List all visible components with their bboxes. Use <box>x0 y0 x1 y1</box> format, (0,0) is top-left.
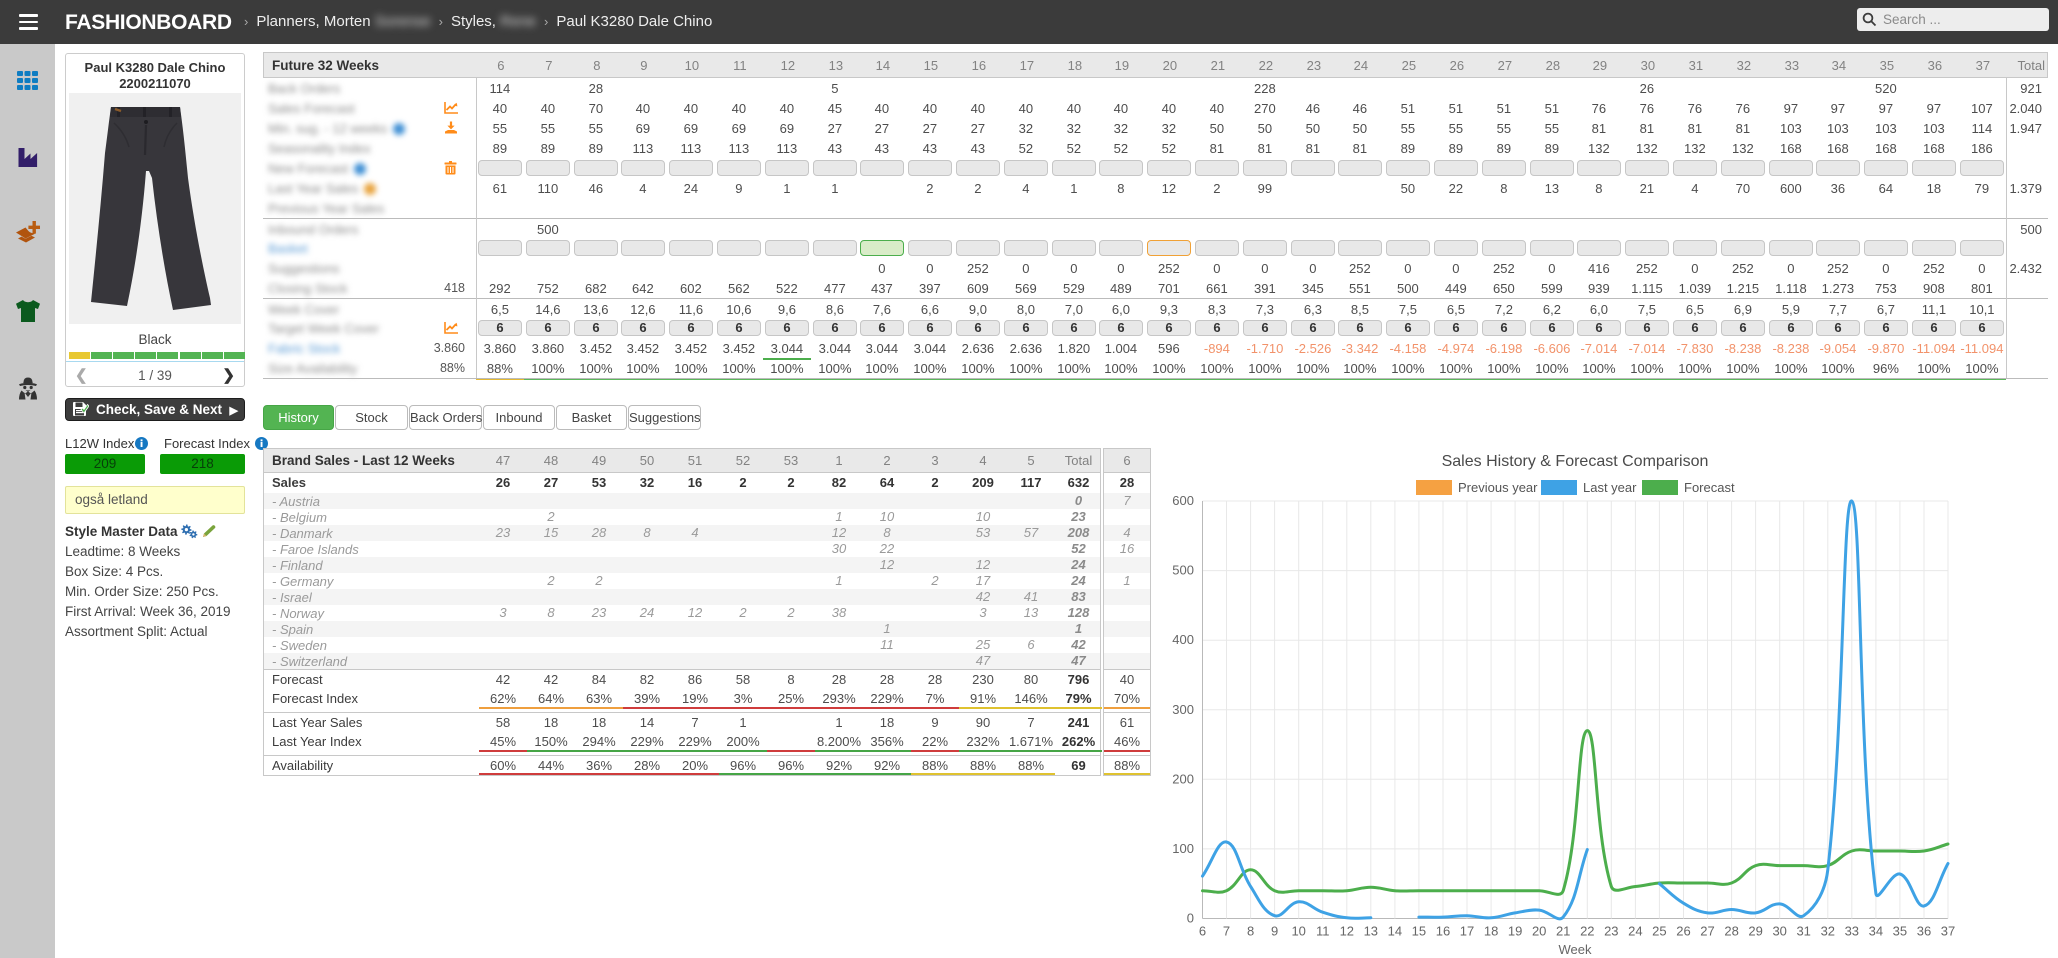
svg-text:22: 22 <box>1580 924 1594 939</box>
svg-text:18: 18 <box>1484 924 1498 939</box>
svg-text:11: 11 <box>1316 924 1330 939</box>
svg-text:19: 19 <box>1508 924 1522 939</box>
svg-text:500: 500 <box>1172 563 1194 578</box>
svg-text:200: 200 <box>1172 771 1194 786</box>
svg-text:36: 36 <box>1917 924 1931 939</box>
svg-text:31: 31 <box>1796 924 1810 939</box>
svg-text:6: 6 <box>1199 924 1206 939</box>
svg-text:300: 300 <box>1172 702 1194 717</box>
svg-text:10: 10 <box>1291 924 1305 939</box>
svg-text:27: 27 <box>1700 924 1714 939</box>
svg-text:15: 15 <box>1412 924 1426 939</box>
svg-text:32: 32 <box>1821 924 1835 939</box>
svg-text:Forecast: Forecast <box>1684 480 1735 495</box>
svg-text:Week: Week <box>1559 942 1592 957</box>
svg-text:100: 100 <box>1172 841 1194 856</box>
svg-text:Previous year: Previous year <box>1458 480 1538 495</box>
svg-text:7: 7 <box>1223 924 1230 939</box>
svg-text:13: 13 <box>1364 924 1378 939</box>
svg-text:23: 23 <box>1604 924 1618 939</box>
svg-text:34: 34 <box>1869 924 1883 939</box>
svg-text:9: 9 <box>1271 924 1278 939</box>
svg-text:400: 400 <box>1172 632 1194 647</box>
svg-text:14: 14 <box>1388 924 1402 939</box>
svg-text:28: 28 <box>1724 924 1738 939</box>
svg-text:12: 12 <box>1340 924 1354 939</box>
svg-text:25: 25 <box>1652 924 1666 939</box>
svg-text:0: 0 <box>1187 911 1194 926</box>
svg-text:Last year: Last year <box>1583 480 1637 495</box>
svg-text:29: 29 <box>1748 924 1762 939</box>
svg-text:17: 17 <box>1460 924 1474 939</box>
svg-text:24: 24 <box>1628 924 1642 939</box>
svg-text:16: 16 <box>1436 924 1450 939</box>
svg-text:37: 37 <box>1941 924 1955 939</box>
svg-text:33: 33 <box>1845 924 1859 939</box>
svg-text:30: 30 <box>1772 924 1786 939</box>
svg-text:Sales History & Forecast Compa: Sales History & Forecast Comparison <box>1442 453 1709 470</box>
svg-text:600: 600 <box>1172 493 1194 508</box>
svg-text:8: 8 <box>1247 924 1254 939</box>
svg-text:20: 20 <box>1532 924 1546 939</box>
svg-text:35: 35 <box>1893 924 1907 939</box>
svg-text:21: 21 <box>1556 924 1570 939</box>
svg-text:26: 26 <box>1676 924 1690 939</box>
